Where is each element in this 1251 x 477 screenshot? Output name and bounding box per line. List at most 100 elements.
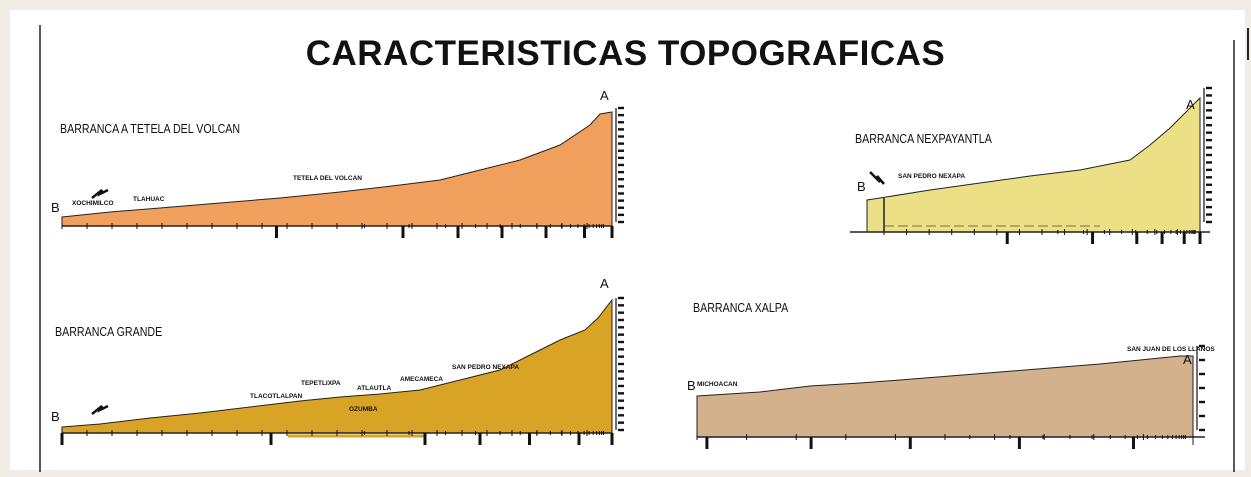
- elevation-tick: [618, 370, 624, 373]
- elevation-tick: [1206, 176, 1212, 179]
- elevation-tick: [1206, 191, 1212, 194]
- elevation-scale-nexpayantla: [1203, 86, 1212, 224]
- elevation-tick: [618, 192, 624, 195]
- elevation-tick: [618, 392, 624, 395]
- start-label-tetela: B: [51, 200, 60, 215]
- elevation-tick: [618, 121, 624, 124]
- elevation-tick: [618, 142, 624, 145]
- profile-title-tetela: BARRANCA A TETELA DEL VOLCAN: [60, 121, 241, 136]
- start-label-nexpayantla: B: [857, 179, 866, 194]
- elevation-tick: [618, 414, 624, 417]
- elevation-tick: [1206, 161, 1212, 164]
- place-label: TLAHUAC: [133, 196, 165, 203]
- profile-title-nexpayantla: BARRANCA NEXPAYANTLA: [855, 131, 992, 146]
- elevation-tick: [618, 304, 624, 307]
- elevation-tick: [1206, 109, 1212, 112]
- elevation-tick: [1206, 101, 1212, 105]
- elevation-tick: [618, 428, 624, 432]
- elevation-tick: [1199, 414, 1205, 418]
- elevation-tick: [618, 421, 624, 424]
- profile-title-xalpa: BARRANCA XALPA: [693, 300, 789, 315]
- place-label: XOCHIMILCO: [72, 200, 114, 207]
- place-label: TETELA DEL VOLCAN: [293, 175, 362, 182]
- scale-ticks-grande: [60, 430, 614, 445]
- place-label: OZUMBA: [349, 406, 378, 413]
- elevation-tick: [1206, 146, 1212, 149]
- elevation-tick: [1206, 205, 1212, 209]
- elevation-tick: [618, 185, 624, 188]
- place-label: MICHOACAN: [697, 381, 738, 388]
- elevation-tick: [618, 128, 624, 131]
- elevation-tick: [618, 348, 624, 351]
- elevation-tick: [1206, 116, 1212, 119]
- end-label-tetela: A: [600, 88, 609, 103]
- scale-ticks-nexpayantla: [883, 229, 1202, 244]
- elevation-tick: [618, 135, 624, 138]
- elevation-tick: [618, 206, 624, 209]
- elevation-tick: [618, 406, 624, 410]
- place-label: ATLAUTLA: [357, 385, 391, 392]
- elevation-tick: [618, 326, 624, 329]
- end-label-grande: A: [600, 276, 609, 291]
- place-label: SAN PEDRO NEXAPA: [452, 364, 519, 371]
- elevation-tick: [1206, 183, 1212, 186]
- scale-ticks-tetela: [61, 223, 614, 238]
- elevation-tick: [618, 311, 624, 314]
- elevation-tick: [1206, 213, 1212, 216]
- elevation-tick: [618, 296, 624, 300]
- elevation-tick: [1206, 138, 1212, 142]
- elevation-tick: [1199, 372, 1205, 376]
- elevation-tick: [618, 163, 624, 167]
- elevation-tick: [1206, 220, 1212, 224]
- profile-area-tetela: [61, 111, 613, 227]
- elevation-tick: [1206, 86, 1212, 90]
- profile-area-nexpayantla: [866, 96, 1201, 233]
- elevation-tick: [1206, 153, 1212, 157]
- place-label: SAN PEDRO NEXAPA: [898, 173, 965, 180]
- end-label-xalpa: A: [1183, 352, 1192, 367]
- flow-arrow-icon: [91, 188, 109, 199]
- profile-xalpa: B A MICHOACAN SAN JUAN DE LOS LLANOS: [687, 344, 1215, 449]
- elevation-tick: [1206, 131, 1212, 134]
- elevation-tick: [1206, 198, 1212, 201]
- profile-tetela: B A XOCHIMILCO TLAHUAC TETELA DEL VOLCAN: [51, 88, 624, 238]
- elevation-tick: [618, 340, 624, 344]
- scale-ticks-xalpa: [696, 434, 1194, 449]
- flow-arrow-icon: [869, 171, 885, 185]
- elevation-tick: [1206, 124, 1212, 127]
- start-label-grande: B: [51, 409, 60, 424]
- start-label-xalpa: B: [687, 378, 696, 393]
- elevation-tick: [618, 399, 624, 402]
- elevation-tick: [618, 213, 624, 217]
- elevation-tick: [1199, 400, 1205, 404]
- elevation-tick: [618, 199, 624, 202]
- profile-title-grande: BARRANCA GRANDE: [55, 324, 163, 339]
- elevation-tick: [618, 377, 624, 380]
- elevation-scale-xalpa: [1196, 344, 1205, 432]
- elevation-tick: [618, 106, 624, 110]
- elevation-tick: [1199, 358, 1205, 362]
- end-label-nexpayantla: A: [1186, 97, 1195, 112]
- profile-area-xalpa: [696, 355, 1194, 438]
- place-label: AMECAMECA: [400, 376, 443, 383]
- elevation-tick: [618, 156, 624, 160]
- place-label: TEPETLIXPA: [301, 380, 341, 387]
- place-label: TLACOTLALPAN: [250, 393, 303, 400]
- elevation-tick: [618, 355, 624, 358]
- elevation-tick: [1199, 428, 1205, 432]
- profile-grande: B A TLACOTLALPAN TEPETLIXPA ATLAUTLA OZU…: [51, 276, 624, 445]
- page-title: CARACTERISTICAS TOPOGRAFICAS: [305, 34, 946, 73]
- elevation-tick: [618, 384, 624, 388]
- elevation-tick: [618, 333, 624, 336]
- elevation-tick: [618, 178, 624, 181]
- elevation-tick: [1206, 94, 1212, 97]
- elevation-tick: [618, 113, 624, 117]
- elevation-scale-grande: [615, 296, 624, 432]
- flow-arrow-icon: [91, 404, 109, 415]
- elevation-tick: [618, 362, 624, 366]
- elevation-tick: [618, 170, 624, 174]
- place-label: SAN JUAN DE LOS LLANOS: [1127, 346, 1215, 353]
- elevation-tick: [618, 149, 624, 152]
